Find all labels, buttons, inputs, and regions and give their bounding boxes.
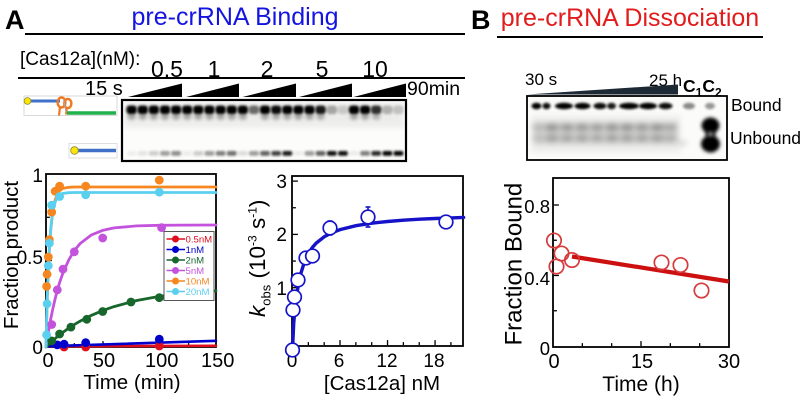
svg-text:0.5nM: 0.5nM (186, 234, 213, 245)
svg-text:20nM: 20nM (186, 287, 210, 298)
svg-text:10nM: 10nM (186, 276, 210, 287)
svg-text:5nM: 5nM (186, 266, 205, 277)
svg-text:1nM: 1nM (186, 245, 205, 256)
svg-text:2nM: 2nM (186, 255, 205, 266)
